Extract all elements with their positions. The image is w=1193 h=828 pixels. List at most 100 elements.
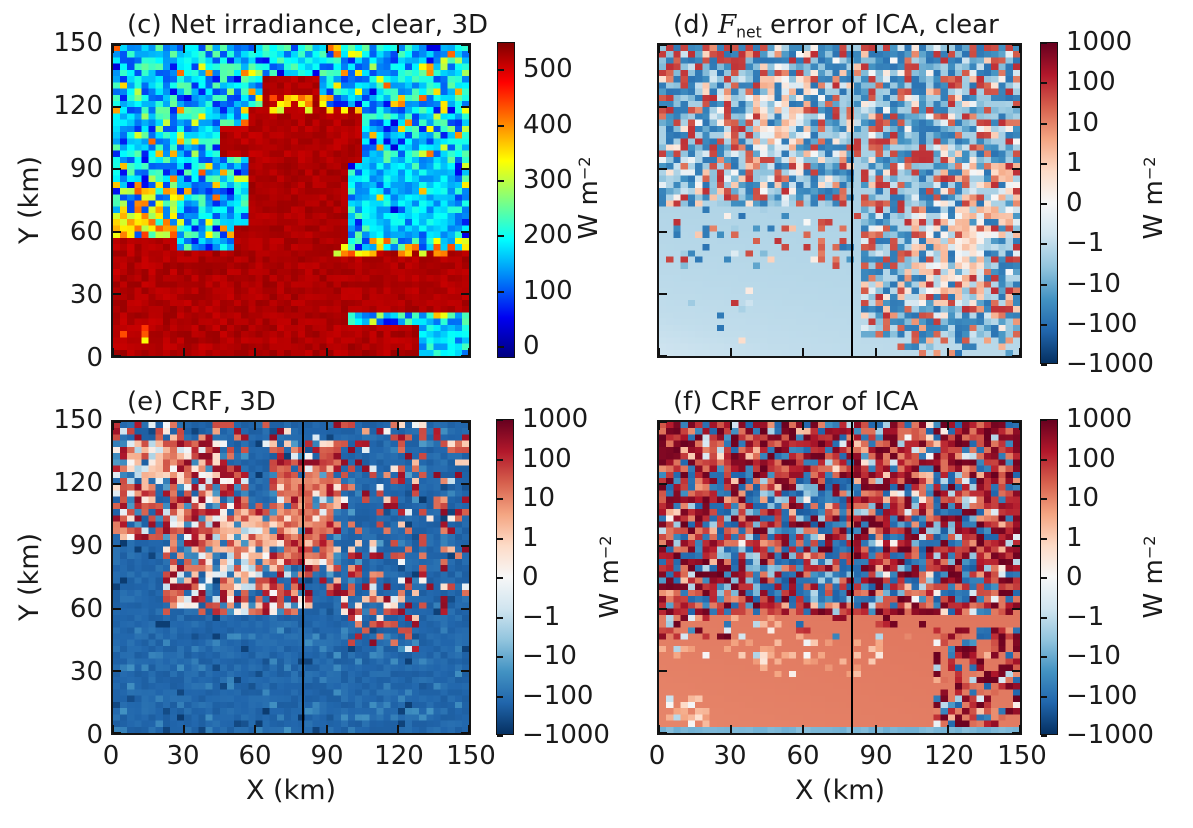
colorbar-tick-mark [497, 498, 503, 500]
axis-tick-mark [874, 45, 877, 53]
axis-tick-mark [113, 292, 121, 295]
colorbar-tick-mark [1041, 243, 1047, 246]
axis-tick-mark [183, 45, 186, 53]
axis-tick-mark [254, 725, 257, 733]
reference-line-80km [850, 422, 853, 733]
colorbar-e-tick-label: −10 [522, 641, 577, 671]
y-axis-label-top: Y (km) [14, 155, 45, 245]
colorbar-tick-mark [497, 735, 503, 737]
colorbar-d-tick-label: 1 [1066, 147, 1083, 178]
colorbar-tick-mark [1041, 419, 1047, 421]
colorbar-c-jet [497, 42, 515, 358]
x-tick-label-e: 0 [102, 741, 120, 771]
axis-tick-mark [113, 669, 121, 672]
axis-tick-mark [113, 168, 121, 171]
axis-tick-mark [461, 421, 469, 423]
y-tick-label-e: 60 [69, 594, 103, 624]
colorbar-d-tick-label: 10 [1066, 107, 1100, 138]
axis-tick-mark [659, 421, 667, 423]
axis-tick-mark [461, 230, 469, 233]
panel-e-crf-3d [111, 420, 471, 735]
axis-tick-mark [946, 348, 949, 356]
colorbar-tick-mark [497, 616, 503, 619]
panel-e-heatmap [113, 422, 469, 733]
axis-tick-mark [461, 483, 469, 486]
colorbar-tick-mark [1041, 364, 1047, 366]
axis-tick-mark [802, 422, 805, 430]
panel-f-crf-error [657, 420, 1022, 735]
axis-tick-mark [183, 348, 186, 356]
y-tick-label-e: 0 [86, 720, 103, 750]
colorbar-e-tick-label: 0 [522, 562, 539, 592]
colorbar-f-tick-label: −1000 [1066, 720, 1154, 750]
panel-d-heatmap [659, 45, 1020, 356]
axis-tick-mark [659, 230, 667, 233]
axis-tick-mark [468, 348, 470, 356]
title-panel-f: (f) CRF error of ICA [673, 387, 918, 417]
axis-tick-mark [659, 483, 667, 486]
axis-tick-mark [1012, 545, 1020, 548]
axis-tick-mark [659, 355, 667, 357]
colorbar-tick-mark [498, 69, 504, 72]
axis-tick-mark [113, 732, 121, 734]
colorbar-tick-mark [498, 346, 504, 349]
colorbar-tick-mark [1041, 656, 1047, 658]
axis-tick-mark [802, 725, 805, 733]
colorbar-f-tick-label: 1000 [1066, 404, 1133, 434]
axis-tick-mark [659, 732, 667, 734]
axis-tick-mark [1012, 732, 1020, 734]
x-tick-label-e: 60 [238, 741, 272, 771]
colorbar-tick-mark [498, 124, 504, 127]
axis-tick-mark [254, 348, 257, 356]
y-tick-label-e: 120 [53, 468, 103, 498]
axis-tick-mark [946, 422, 949, 430]
x-tick-label-f: 0 [648, 741, 666, 771]
colorbar-f-tick-label: 100 [1066, 443, 1116, 474]
axis-tick-mark [183, 422, 186, 430]
axis-tick-mark [659, 607, 667, 610]
axis-tick-mark [1012, 669, 1020, 672]
axis-tick-mark [658, 422, 660, 430]
colorbar-tick-mark [1041, 283, 1047, 286]
colorbar-c-tick-label: 200 [523, 220, 573, 251]
y-tick-label-c: 60 [69, 217, 103, 247]
axis-tick-mark [659, 44, 667, 46]
colorbar-tick-mark [497, 458, 503, 461]
axis-tick-mark [112, 45, 114, 53]
axis-tick-mark [325, 422, 328, 430]
axis-tick-mark [183, 725, 186, 733]
axis-tick-mark [113, 44, 121, 46]
unit-label-e: W m−2 [592, 535, 625, 618]
axis-tick-mark [461, 732, 469, 734]
colorbar-c-tick-label: 300 [523, 165, 573, 196]
colorbar-d-tick-label: −100 [1066, 308, 1138, 339]
colorbar-e-tick-label: −1000 [522, 720, 610, 750]
y-tick-label-e: 30 [69, 657, 103, 687]
x-tick-label-e: 150 [446, 741, 496, 771]
reference-line-80km [850, 45, 853, 356]
axis-tick-mark [730, 348, 733, 356]
axis-tick-mark [659, 106, 667, 109]
title-panel-d: (d) Fnet error of ICA, clear [673, 10, 999, 47]
colorbar-tick-mark [497, 656, 503, 658]
axis-tick-mark [1012, 355, 1020, 357]
unit-label-d: W m−2 [1136, 156, 1169, 239]
colorbar-f-tick-label: 10 [1066, 483, 1100, 513]
axis-tick-mark [396, 422, 399, 430]
axis-tick-mark [946, 45, 949, 53]
title-d-variable: F [718, 10, 737, 40]
panel-c-net-irradiance [111, 43, 471, 358]
axis-tick-mark [658, 45, 660, 53]
colorbar-e-tick-label: −100 [522, 680, 594, 711]
colorbar-tick-mark [1041, 323, 1047, 326]
colorbar-tick-mark [498, 290, 504, 293]
y-tick-label-c: 0 [86, 343, 103, 373]
axis-tick-mark [658, 348, 660, 356]
axis-tick-mark [730, 422, 733, 430]
axis-tick-mark [658, 725, 660, 733]
y-axis-label-bottom: Y (km) [14, 532, 45, 622]
title-c-text: (c) Net irradiance, clear, 3D [127, 10, 489, 40]
axis-tick-mark [325, 45, 328, 53]
axis-tick-mark [468, 45, 470, 53]
colorbar-tick-mark [497, 695, 503, 698]
